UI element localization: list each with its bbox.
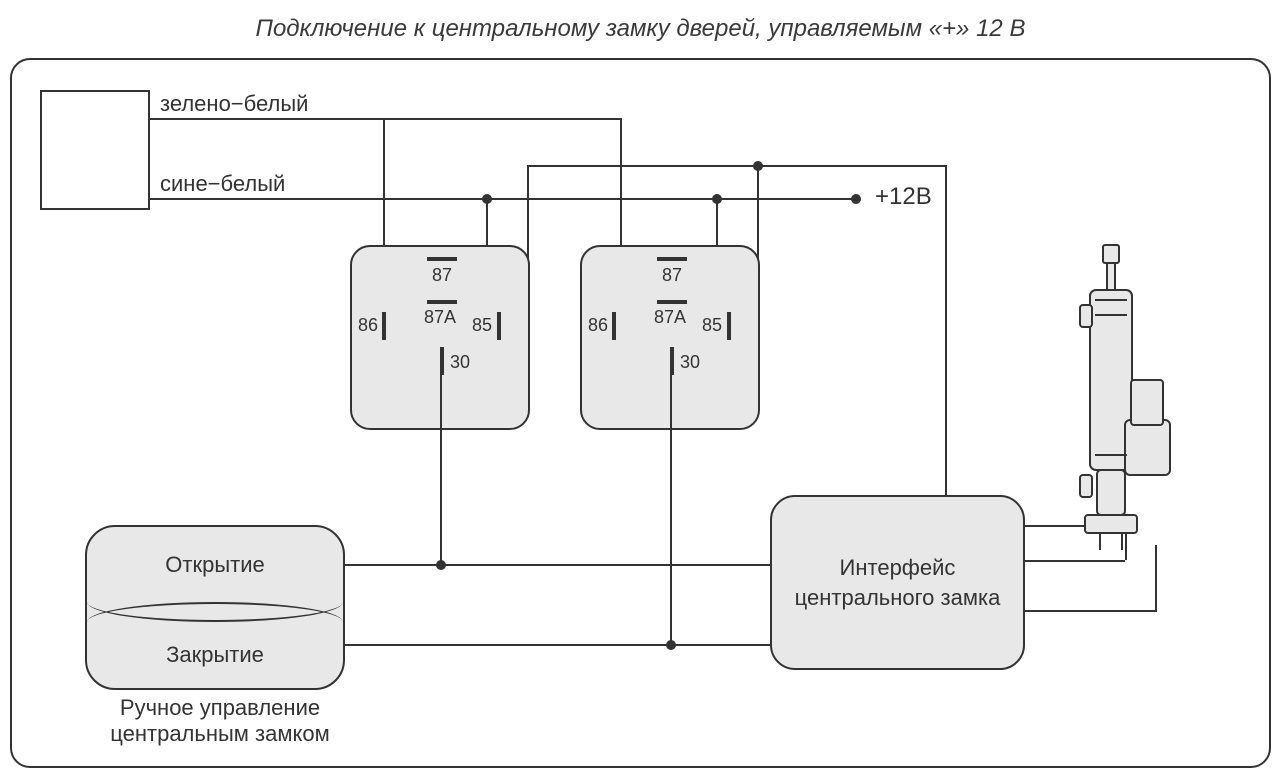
wire-segment — [383, 118, 385, 248]
relay-pin-mark — [382, 312, 386, 340]
junction-dot — [712, 194, 722, 204]
wire-segment — [716, 198, 718, 248]
manual-control-box: Открытие Закрытие — [85, 525, 345, 690]
manual-open-label: Открытие — [87, 552, 343, 578]
junction-dot — [753, 161, 763, 171]
manual-caption-line2: центральным замком — [110, 721, 329, 746]
manual-close-label: Закрытие — [87, 642, 343, 668]
relay-pin-label: 86 — [358, 315, 378, 336]
relay-pin-mark — [427, 300, 457, 304]
relay-pin-label: 87 — [662, 265, 682, 286]
relay-pin-label: 85 — [472, 315, 492, 336]
relay-pin-label: 87А — [654, 307, 686, 328]
relay-pin-mark — [657, 300, 687, 304]
junction-dot — [482, 194, 492, 204]
actuator-icon — [1055, 240, 1155, 540]
wire-segment — [670, 370, 672, 645]
junction-dot — [851, 194, 861, 204]
relay-pin-label: 30 — [450, 352, 470, 373]
wire-segment — [345, 564, 772, 566]
relay-pin-mark — [497, 312, 501, 340]
relay-pin-label: 85 — [702, 315, 722, 336]
wire-segment — [150, 118, 622, 120]
manual-caption: Ручное управление центральным замком — [75, 695, 365, 748]
connector-box — [40, 90, 150, 210]
wire-segment — [345, 644, 772, 646]
relay-pin-mark — [612, 312, 616, 340]
interface-box: Интерфейс центрального замка — [770, 495, 1025, 670]
relay-pin-mark — [657, 257, 687, 261]
wire-label-blue-white: сине−белый — [160, 171, 285, 197]
wire-segment — [1025, 610, 1155, 612]
relay-pin-label: 30 — [680, 352, 700, 373]
diagram-title: Подключение к центральному замку дверей,… — [0, 0, 1281, 58]
wire-segment — [527, 165, 947, 167]
relay-pin-label: 87 — [432, 265, 452, 286]
relay-pin-mark — [427, 257, 457, 261]
wire-label-green-white: зелено−белый — [160, 91, 308, 117]
relay-pin-mark — [727, 312, 731, 340]
wire-segment — [620, 118, 622, 248]
voltage-label: +12В — [875, 183, 932, 211]
relay-pin-label: 87А — [424, 307, 456, 328]
wire-segment — [440, 370, 442, 565]
wire-segment — [150, 198, 855, 200]
relay-pin-label: 86 — [588, 315, 608, 336]
manual-caption-line1: Ручное управление — [120, 695, 320, 720]
wire-segment — [486, 198, 488, 248]
